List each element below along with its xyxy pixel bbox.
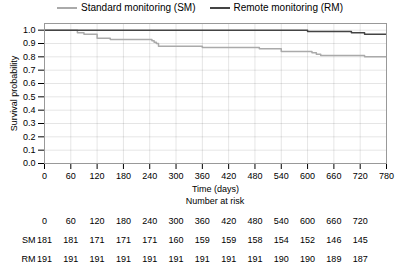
svg-text:191: 191 — [169, 254, 184, 264]
svg-text:181: 181 — [37, 235, 52, 245]
svg-text:0.7: 0.7 — [23, 65, 36, 75]
svg-text:0.9: 0.9 — [23, 38, 36, 48]
svg-text:191: 191 — [90, 254, 105, 264]
svg-text:0.6: 0.6 — [23, 78, 36, 88]
svg-text:152: 152 — [300, 235, 315, 245]
svg-text:171: 171 — [90, 235, 105, 245]
svg-text:60: 60 — [66, 171, 76, 181]
svg-text:1.0: 1.0 — [23, 25, 36, 35]
svg-text:360: 360 — [195, 216, 210, 226]
svg-text:0: 0 — [42, 216, 47, 226]
svg-text:720: 720 — [353, 216, 368, 226]
svg-text:191: 191 — [116, 254, 131, 264]
svg-text:146: 146 — [326, 235, 341, 245]
svg-text:480: 480 — [247, 171, 262, 181]
svg-text:600: 600 — [300, 216, 315, 226]
svg-text:145: 145 — [353, 235, 368, 245]
svg-text:Time (days): Time (days) — [192, 184, 239, 194]
svg-text:160: 160 — [169, 235, 184, 245]
svg-text:0.4: 0.4 — [23, 105, 36, 115]
svg-text:240: 240 — [142, 171, 157, 181]
svg-text:120: 120 — [90, 216, 105, 226]
html-text:Number at risk: Number at risk — [185, 196, 245, 206]
svg-text:0: 0 — [42, 171, 47, 181]
svg-text:191: 191 — [142, 254, 157, 264]
svg-text:300: 300 — [169, 171, 184, 181]
svg-text:0.0: 0.0 — [23, 158, 36, 168]
svg-text:159: 159 — [221, 235, 236, 245]
svg-text:0.1: 0.1 — [23, 145, 36, 155]
svg-text:181: 181 — [63, 235, 78, 245]
html-text:Standard monitoring (SM): Standard monitoring (SM) — [81, 2, 196, 13]
svg-text:RM: RM — [22, 254, 36, 264]
svg-text:190: 190 — [300, 254, 315, 264]
svg-text:159: 159 — [195, 235, 210, 245]
svg-text:780: 780 — [379, 171, 394, 181]
svg-text:0.2: 0.2 — [23, 132, 36, 142]
svg-text:180: 180 — [116, 216, 131, 226]
svg-text:420: 420 — [221, 216, 236, 226]
svg-text:171: 171 — [142, 235, 157, 245]
svg-text:180: 180 — [116, 171, 131, 181]
svg-text:660: 660 — [326, 216, 341, 226]
svg-text:0.5: 0.5 — [23, 92, 36, 102]
svg-text:660: 660 — [326, 171, 341, 181]
svg-text:191: 191 — [37, 254, 52, 264]
svg-text:SM: SM — [22, 235, 36, 245]
svg-text:120: 120 — [90, 171, 105, 181]
svg-text:360: 360 — [195, 171, 210, 181]
svg-text:300: 300 — [169, 216, 184, 226]
svg-text:480: 480 — [247, 216, 262, 226]
svg-text:189: 189 — [326, 254, 341, 264]
svg-text:540: 540 — [274, 171, 289, 181]
svg-text:154: 154 — [274, 235, 289, 245]
svg-text:171: 171 — [116, 235, 131, 245]
html-text:Remote monitoring (RM): Remote monitoring (RM) — [233, 2, 343, 13]
svg-text:187: 187 — [353, 254, 368, 264]
svg-text:0.8: 0.8 — [23, 52, 36, 62]
svg-text:191: 191 — [247, 254, 262, 264]
svg-text:191: 191 — [195, 254, 210, 264]
svg-text:720: 720 — [353, 171, 368, 181]
svg-text:60: 60 — [66, 216, 76, 226]
svg-text:Survival probability: Survival probability — [9, 55, 19, 131]
svg-text:240: 240 — [142, 216, 157, 226]
svg-text:420: 420 — [221, 171, 236, 181]
svg-text:191: 191 — [63, 254, 78, 264]
svg-text:600: 600 — [300, 171, 315, 181]
svg-text:158: 158 — [247, 235, 262, 245]
svg-text:540: 540 — [274, 216, 289, 226]
svg-text:191: 191 — [221, 254, 236, 264]
svg-text:190: 190 — [274, 254, 289, 264]
svg-text:0.3: 0.3 — [23, 118, 36, 128]
